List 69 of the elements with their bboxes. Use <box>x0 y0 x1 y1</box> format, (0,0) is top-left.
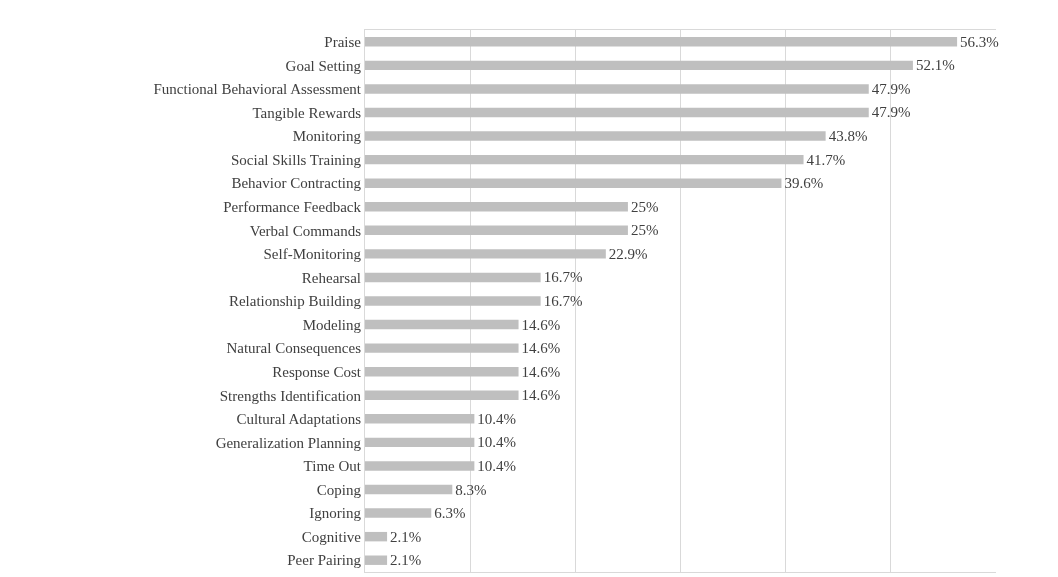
data-label: 47.9% <box>871 104 911 121</box>
data-label: 41.7% <box>806 151 846 168</box>
data-label: 22.9% <box>608 245 648 262</box>
data-label: 43.8% <box>828 128 868 145</box>
data-label: 14.6% <box>521 340 561 357</box>
y-tick-label: Modeling <box>302 316 362 333</box>
bar <box>365 225 628 236</box>
bar <box>365 154 804 165</box>
y-tick-label: Functional Behavioral Assessment <box>153 81 362 98</box>
y-tick-label: Self-Monitoring <box>263 246 362 263</box>
bar <box>365 437 475 448</box>
y-tick-label: Praise <box>324 34 362 51</box>
y-tick-label: Behavior Contracting <box>231 175 362 192</box>
data-label: 2.1% <box>390 528 422 545</box>
bar <box>365 107 869 118</box>
data-label: 56.3% <box>960 33 999 50</box>
bar <box>365 37 958 47</box>
bar <box>365 555 388 565</box>
data-label: 39.6% <box>784 175 824 192</box>
y-tick-label: Goal Setting <box>285 57 362 74</box>
data-label: 8.3% <box>455 481 487 498</box>
bar <box>365 319 519 330</box>
data-label: 14.6% <box>521 363 561 380</box>
y-tick-label: Natural Consequences <box>226 340 362 357</box>
bar <box>365 202 628 212</box>
data-label: 10.4% <box>477 434 517 451</box>
bar <box>365 249 606 259</box>
data-label: 16.7% <box>543 293 583 309</box>
y-tick-label: Response Cost <box>272 363 362 380</box>
y-tick-label: Relationship Building <box>228 293 362 310</box>
bar <box>365 484 453 495</box>
data-label: 10.4% <box>477 410 517 427</box>
bar <box>365 414 475 424</box>
y-tick-label: Verbal Commands <box>249 222 362 239</box>
bar <box>365 178 782 188</box>
bar <box>365 343 519 353</box>
bar <box>365 84 869 94</box>
y-tick-label: Social Skills Training <box>230 151 362 168</box>
bar <box>365 366 519 377</box>
data-label: 25% <box>630 222 659 239</box>
bar <box>365 531 388 542</box>
data-label: 25% <box>630 198 659 215</box>
y-tick-label: Performance Feedback <box>223 198 362 215</box>
y-tick-label: Cultural Adaptations <box>236 411 362 428</box>
bar <box>365 508 432 518</box>
bar <box>365 296 541 306</box>
data-label: 52.1% <box>915 57 955 74</box>
bar <box>365 272 541 283</box>
bar <box>365 131 826 141</box>
data-label: 14.6% <box>521 387 561 404</box>
y-tick-label: Rehearsal <box>301 269 361 286</box>
data-label: 16.7% <box>543 269 583 286</box>
bar <box>365 390 519 400</box>
data-label: 14.6% <box>521 316 561 333</box>
y-tick-label: Monitoring <box>292 128 362 145</box>
y-tick-label: Strengths Identification <box>219 387 362 404</box>
y-tick-label: Time Out <box>303 458 362 475</box>
data-label: 47.9% <box>871 80 911 97</box>
y-tick-label: Cognitive <box>301 528 362 545</box>
data-label: 10.4% <box>477 457 517 474</box>
y-tick-label: Tangible Rewards <box>252 104 362 121</box>
y-tick-label: Peer Pairing <box>287 552 362 569</box>
bar <box>365 60 913 71</box>
y-tick-label: Ignoring <box>309 505 362 522</box>
bar <box>365 461 475 471</box>
data-label: 6.3% <box>434 505 466 522</box>
data-label: 2.1% <box>390 552 422 569</box>
y-tick-label: Coping <box>316 481 362 498</box>
y-tick-label: Generalization Planning <box>215 434 362 451</box>
